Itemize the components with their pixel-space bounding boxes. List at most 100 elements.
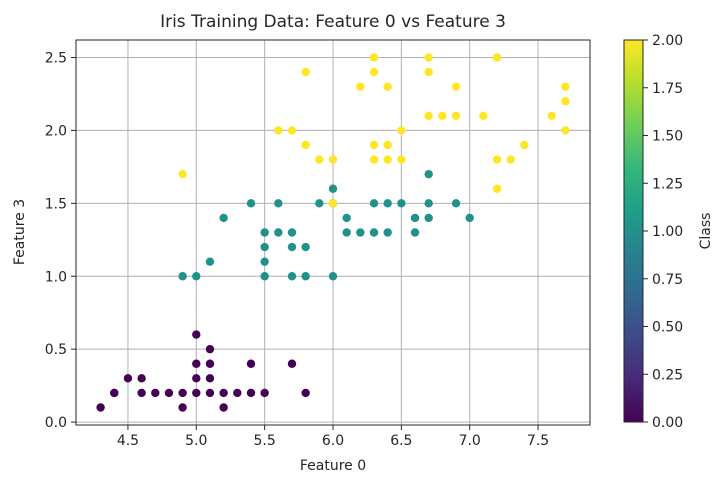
data-point [233,388,242,398]
data-point [287,126,297,135]
data-point [342,213,351,223]
data-point [424,199,433,208]
x-tick-label: 4.5 [117,433,139,449]
data-point [246,388,256,398]
data-point [397,126,406,135]
data-point [219,403,228,412]
data-point [424,111,433,121]
data-points [96,53,570,412]
data-point [451,199,461,208]
y-tick-label: 1.0 [45,269,67,285]
data-point [424,169,433,179]
data-point [465,213,474,223]
data-point [260,257,269,266]
data-point [383,199,392,208]
data-point [192,359,201,368]
data-point [192,330,201,339]
data-point [383,140,392,150]
data-point [492,53,502,62]
data-point [164,388,174,398]
colorbar-tick-label: 0.75 [652,272,683,288]
data-point [205,257,215,266]
x-tick-label: 7.0 [459,433,481,449]
grid-lines [76,40,590,425]
data-point [369,140,379,150]
data-point [137,374,146,383]
data-point [315,155,324,164]
data-point [520,140,529,150]
x-axis-ticks: 4.5 5.0 5.5 6.0 6.5 7.0 7.5 [117,425,549,449]
data-point [561,97,570,106]
data-point [96,403,105,412]
colorbar-label: Class [698,213,714,250]
data-point [383,228,392,237]
data-point [356,228,365,237]
colorbar-tick-label: 1.50 [652,129,683,145]
data-point [260,228,269,237]
data-point [301,272,310,281]
data-point [301,242,310,252]
data-point [397,199,406,208]
data-point [287,359,297,368]
data-point [328,155,338,164]
data-point [506,155,515,164]
data-point [110,388,119,398]
data-point [369,228,379,237]
data-point [369,53,379,62]
data-point [328,272,338,281]
data-point [287,272,297,281]
data-point [561,126,570,135]
colorbar [624,40,643,422]
data-point [287,228,297,237]
data-point [178,403,187,412]
data-point [274,126,283,135]
colorbar-tick-label: 1.00 [652,224,683,240]
data-point [301,140,310,150]
data-point [205,344,215,354]
data-point [219,388,228,398]
data-point [301,67,310,77]
data-point [274,199,283,208]
data-point [246,359,256,368]
data-point [547,111,556,121]
colorbar-tick-label: 1.25 [652,176,683,192]
data-point [287,242,297,252]
chart-title: Iris Training Data: Feature 0 vs Feature… [160,12,506,32]
colorbar-tick-label: 0.50 [652,320,683,336]
data-point [356,82,365,91]
data-point [219,213,228,223]
data-point [178,169,187,179]
data-point [492,155,502,164]
data-point [246,199,256,208]
x-tick-label: 5.5 [254,433,276,449]
data-point [397,155,406,164]
data-point [451,82,461,91]
colorbar-tick-label: 0.00 [652,415,683,431]
data-point [192,388,201,398]
data-point [369,67,379,77]
data-point [274,228,283,237]
y-tick-label: 1.5 [45,196,67,212]
data-point [137,388,146,398]
data-point [561,82,570,91]
data-point [315,199,324,208]
data-point [410,228,420,237]
y-tick-label: 2.5 [45,51,67,67]
colorbar-tick-label: 2.00 [652,33,683,49]
data-point [205,359,215,368]
data-point [424,53,433,62]
data-point [424,213,433,223]
data-point [328,184,338,193]
data-point [192,374,201,383]
data-point [451,111,461,121]
colorbar-tick-label: 1.75 [652,81,683,97]
data-point [151,388,160,398]
data-point [260,242,269,252]
data-point [438,111,447,121]
y-tick-label: 2.0 [45,123,67,139]
colorbar-tick-label: 0.25 [652,367,683,383]
x-axis-label: Feature 0 [300,458,366,474]
data-point [328,199,338,208]
data-point [424,67,433,77]
